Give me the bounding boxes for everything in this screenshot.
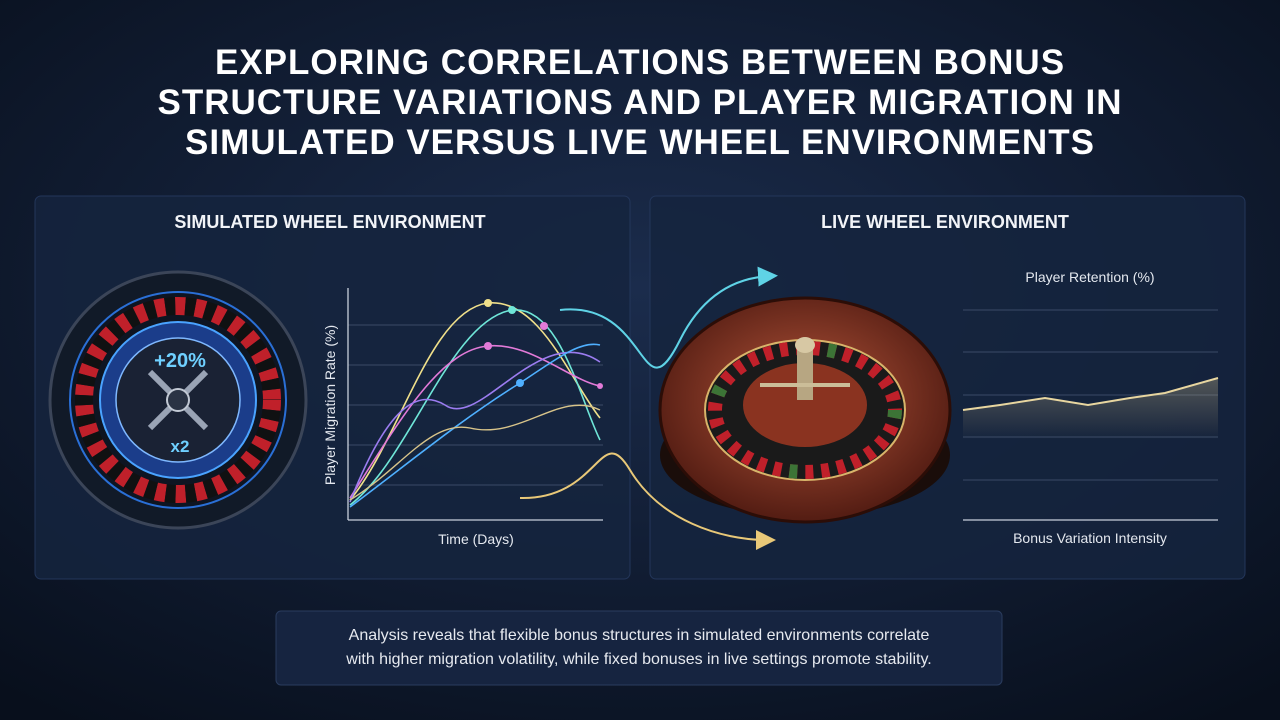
wheel-label: +20% — [154, 350, 206, 372]
panel-title: SIMULATED WHEEL ENVIRONMENT — [174, 212, 485, 232]
live-wheel — [658, 296, 952, 524]
x-axis-label: Time (Days) — [438, 531, 514, 547]
x-axis-label: Bonus Variation Intensity — [1013, 530, 1167, 546]
wheel-label: x2 — [171, 437, 190, 456]
arrow — [519, 452, 776, 550]
caption-line: Analysis reveals that flexible bonus str… — [349, 627, 930, 644]
y-axis-label: Player Migration Rate (%) — [322, 325, 338, 485]
caption-line: with higher migration volatility, while … — [345, 651, 931, 668]
panel-title: LIVE WHEEL ENVIRONMENT — [821, 212, 1069, 232]
retention-chart: Player Retention (%) Bonus Variation Int… — [962, 269, 1219, 546]
caption-box — [275, 610, 1003, 686]
title-line: EXPLORING CORRELATIONS BETWEEN BONUS — [215, 43, 1065, 82]
migration-chart: Player Migration Rate (%) Time (Days) — [322, 288, 603, 547]
arrow — [559, 266, 778, 369]
chart-title: Player Retention (%) — [1025, 269, 1154, 285]
title-line: STRUCTURE VARIATIONS AND PLAYER MIGRATIO… — [157, 83, 1122, 122]
title-line: SIMULATED VERSUS LIVE WHEEL ENVIRONMENTS — [185, 123, 1095, 162]
simulated-wheel: +20% x2 — [48, 270, 308, 530]
